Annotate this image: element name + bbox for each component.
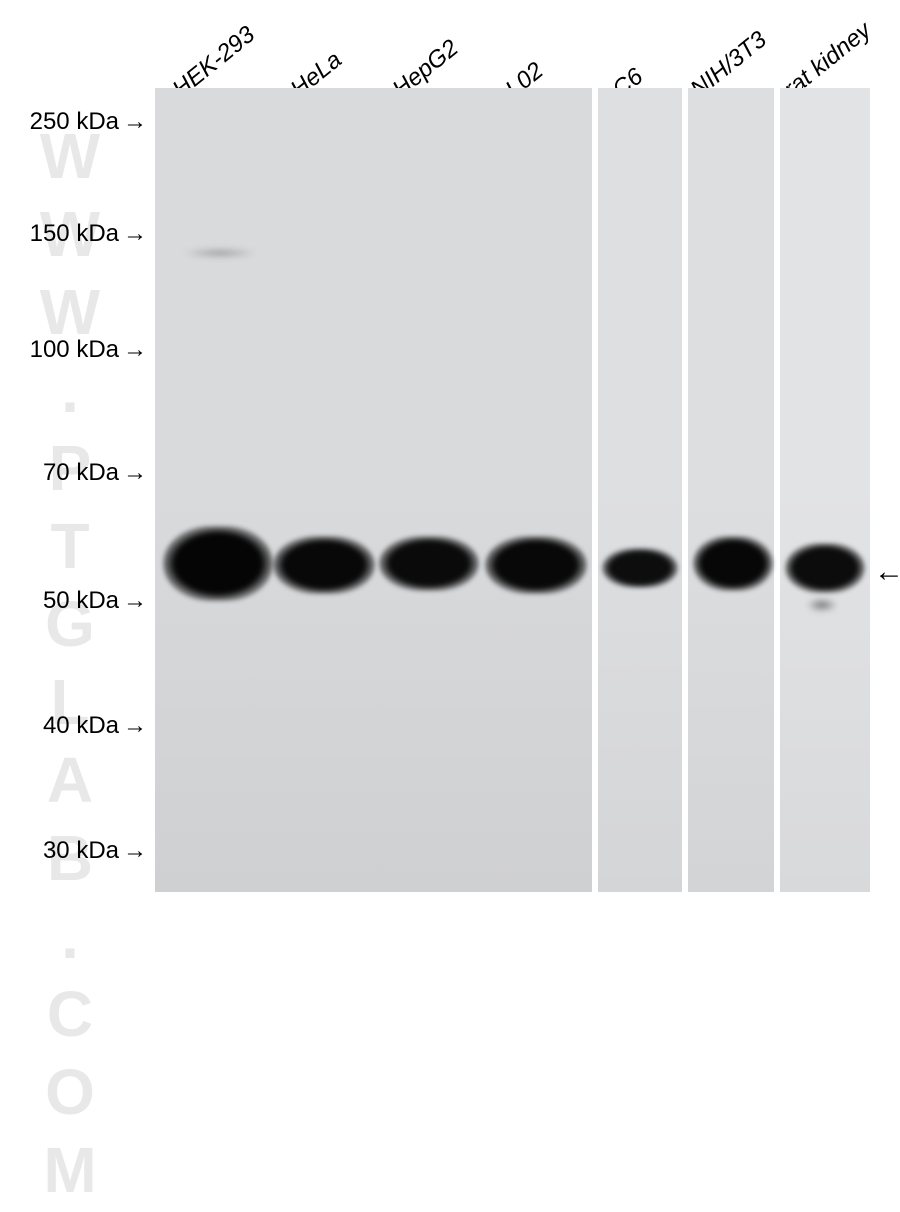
panel-separator <box>774 88 780 892</box>
marker-label: 100 kDa→ <box>30 336 147 364</box>
lane-panel <box>598 88 682 892</box>
marker-arrow-icon: → <box>123 336 147 364</box>
faint-band <box>807 598 837 612</box>
marker-label-text: 250 kDa <box>30 108 119 136</box>
protein-band <box>602 548 678 588</box>
marker-arrow-icon: → <box>123 837 147 865</box>
lane-panel <box>780 88 870 892</box>
faint-band <box>185 248 255 258</box>
protein-band <box>693 536 773 591</box>
marker-label: 250 kDa→ <box>30 108 147 136</box>
marker-label-text: 150 kDa <box>30 220 119 248</box>
marker-label: 50 kDa→ <box>43 587 147 615</box>
protein-band <box>163 526 273 601</box>
marker-arrow-icon: → <box>123 459 147 487</box>
marker-label-text: 40 kDa <box>43 712 119 740</box>
marker-label: 30 kDa→ <box>43 837 147 865</box>
marker-arrow-icon: → <box>123 108 147 136</box>
protein-band <box>785 543 865 593</box>
marker-label-text: 70 kDa <box>43 459 119 487</box>
panel-separator <box>592 88 598 892</box>
western-blot-image <box>155 88 870 892</box>
marker-label-text: 50 kDa <box>43 587 119 615</box>
marker-arrow-icon: → <box>123 220 147 248</box>
marker-label: 70 kDa→ <box>43 459 147 487</box>
watermark-text: WWW.PTGLAB.COM <box>33 120 107 1212</box>
band-pointer-arrow: ← <box>874 555 900 589</box>
marker-label-text: 100 kDa <box>30 336 119 364</box>
panel-separator <box>682 88 688 892</box>
lane-panel <box>688 88 774 892</box>
protein-band <box>273 536 375 594</box>
marker-label-text: 30 kDa <box>43 837 119 865</box>
protein-band <box>485 536 587 594</box>
protein-band <box>379 536 479 591</box>
marker-arrow-icon: → <box>123 712 147 740</box>
marker-label: 40 kDa→ <box>43 712 147 740</box>
marker-arrow-icon: → <box>123 587 147 615</box>
marker-label: 150 kDa→ <box>30 220 147 248</box>
lane-panel <box>155 88 592 892</box>
